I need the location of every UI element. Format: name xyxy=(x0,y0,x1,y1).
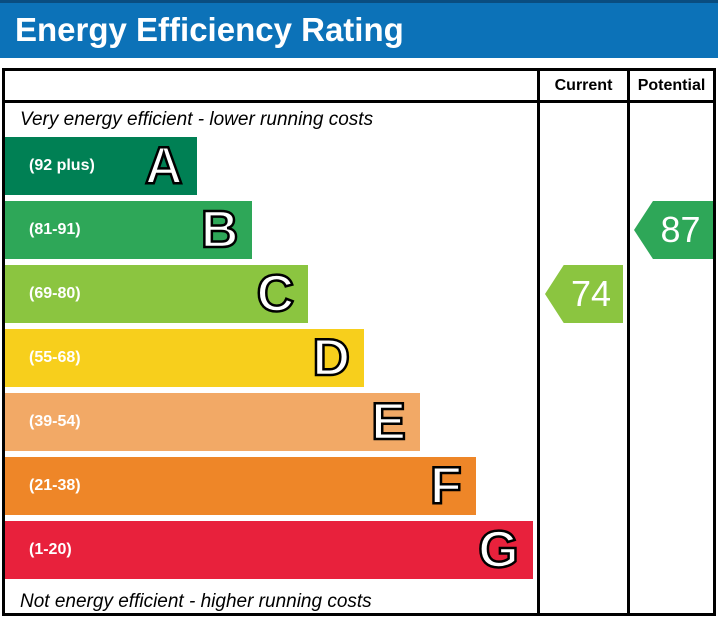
band-f-letter: F xyxy=(429,456,463,517)
title-bar: Energy Efficiency Rating xyxy=(0,0,718,58)
potential-arrow: 87 xyxy=(634,201,713,259)
band-b-range: (81-91) xyxy=(29,221,81,238)
band-e-letter: E xyxy=(370,392,407,453)
band-b-letter: B xyxy=(200,200,240,261)
band-c-letter: C xyxy=(255,264,295,325)
band-c-bar: (69-80) C xyxy=(5,264,309,325)
header-spacer xyxy=(5,71,537,100)
band-b-bar: (81-91) B xyxy=(5,200,253,261)
column-header-potential: Potential xyxy=(627,71,713,100)
band-d: (55-68) D xyxy=(5,328,537,389)
page-title: Energy Efficiency Rating xyxy=(15,10,404,48)
band-a-letter: A xyxy=(144,136,184,197)
band-d-bar: (55-68) D xyxy=(5,328,365,389)
band-g-letter: G xyxy=(477,520,520,581)
band-a: (92 plus) A xyxy=(5,136,537,197)
band-c-range: (69-80) xyxy=(29,285,81,302)
band-a-range: (92 plus) xyxy=(29,157,95,174)
current-column: 74 xyxy=(537,103,627,613)
top-note: Very energy efficient - lower running co… xyxy=(20,109,374,130)
band-e: (39-54) E xyxy=(5,392,537,453)
band-e-bar: (39-54) E xyxy=(5,392,420,453)
band-f-range: (21-38) xyxy=(29,477,81,494)
column-header-current: Current xyxy=(537,71,627,100)
rating-table: Current Potential Very energy efficient … xyxy=(2,68,716,616)
band-g: (1-20) G xyxy=(5,520,537,581)
current-value: 74 xyxy=(570,273,612,314)
band-f: (21-38) F xyxy=(5,456,537,517)
current-arrow: 74 xyxy=(545,265,623,323)
band-b: (81-91) B xyxy=(5,200,537,261)
band-d-range: (55-68) xyxy=(29,349,81,366)
table-header-row: Current Potential xyxy=(5,71,713,103)
potential-value: 87 xyxy=(660,209,701,250)
band-g-bar: (1-20) G xyxy=(5,520,533,581)
bottom-note: Not energy efficient - higher running co… xyxy=(20,591,372,612)
table-body: Very energy efficient - lower running co… xyxy=(5,103,713,613)
potential-column: 87 xyxy=(627,103,713,613)
band-e-range: (39-54) xyxy=(29,413,81,430)
band-d-letter: D xyxy=(311,328,351,389)
band-g-range: (1-20) xyxy=(29,541,72,558)
band-a-bar: (92 plus) A xyxy=(5,136,197,197)
band-c: (69-80) C xyxy=(5,264,537,325)
rating-scale-column: Very energy efficient - lower running co… xyxy=(5,103,537,613)
band-f-bar: (21-38) F xyxy=(5,456,476,517)
